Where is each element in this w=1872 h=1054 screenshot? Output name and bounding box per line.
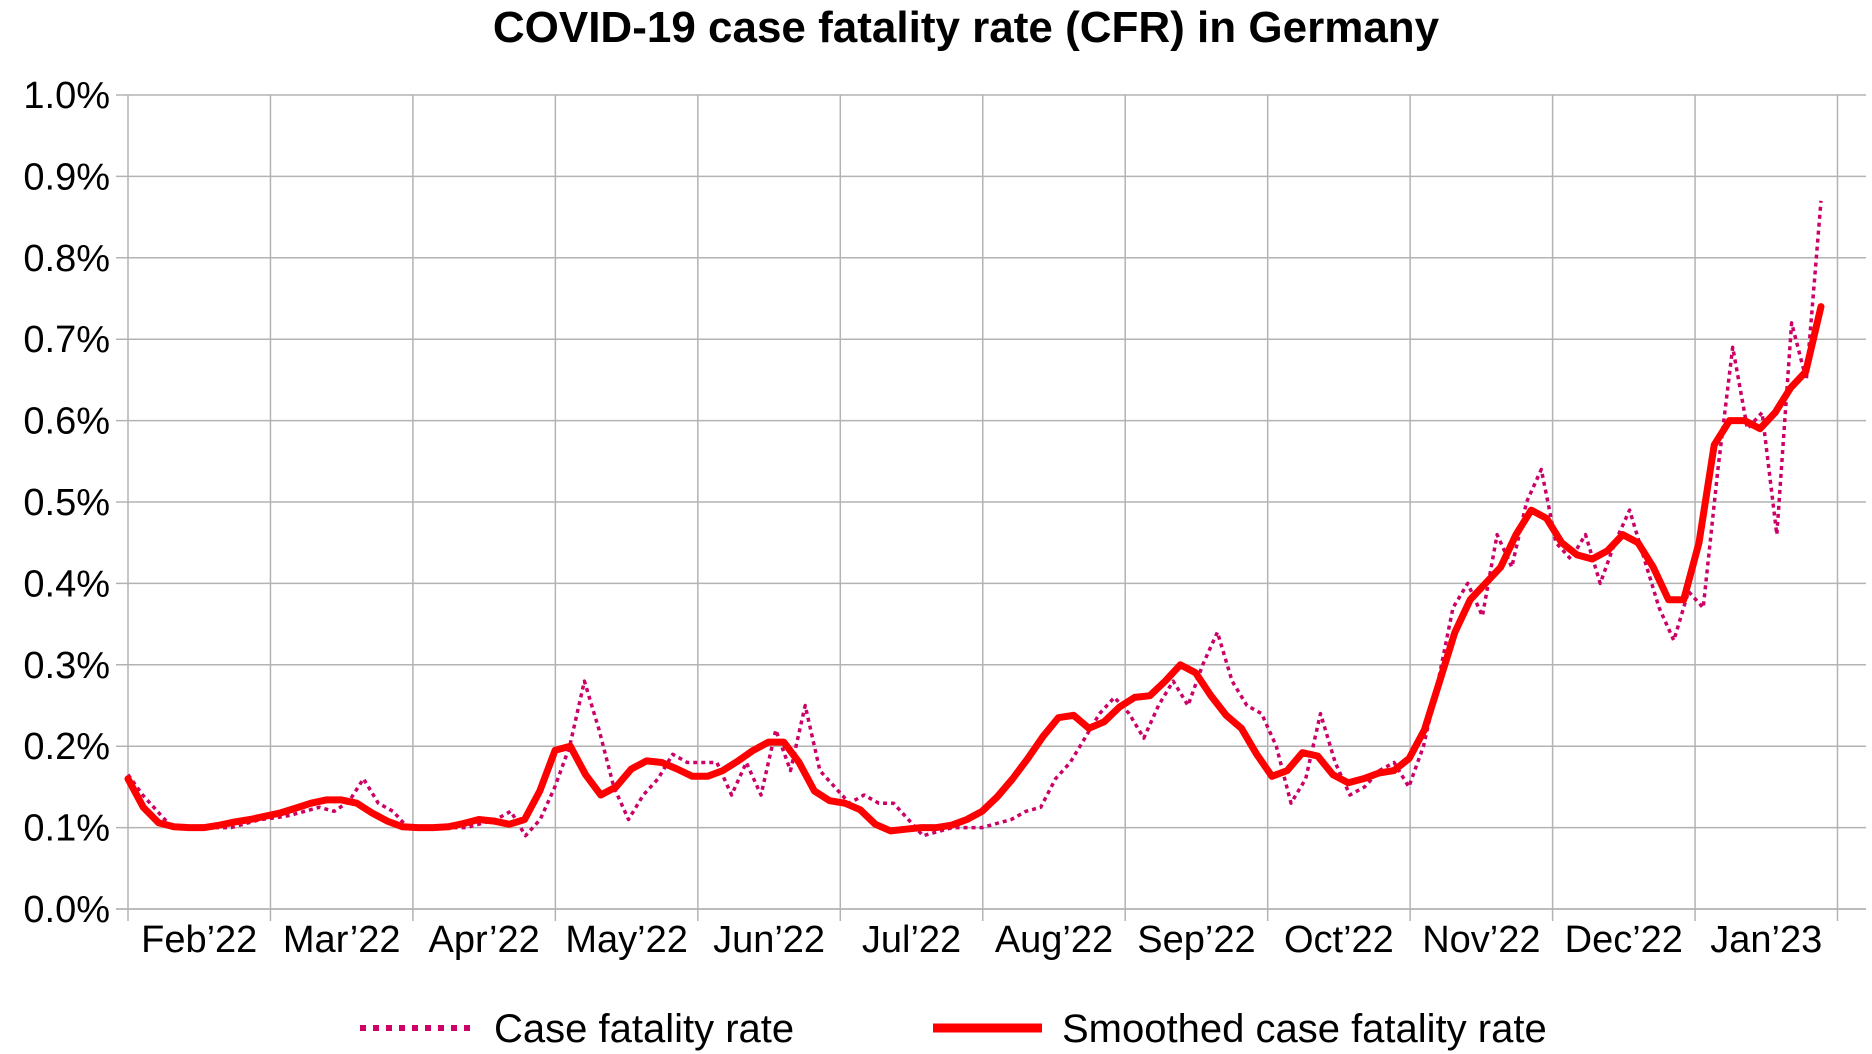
x-tick-label: Sep’22: [1137, 919, 1255, 961]
series-case-fatality-rate: [126, 200, 1823, 838]
plot-area: [124, 200, 1825, 838]
y-axis-ticks: 0.0% 0.1% 0.2% 0.3% 0.4% 0.5% 0.6% 0.7% 0.8% 0.9%…: [23, 75, 110, 931]
grid-lines: [116, 94, 1866, 921]
x-tick-label: May’22: [565, 919, 688, 961]
y-tick-label: 0.0%: [23, 889, 110, 931]
legend: Case fatality rate Smoothed case fatalit…: [360, 1007, 1547, 1051]
y-tick-label: 0.1%: [23, 808, 110, 850]
y-tick-label: 0.9%: [23, 156, 110, 198]
x-tick-label: Aug’22: [995, 919, 1113, 961]
series-smoothed-case-fatality-rate: [124, 303, 1825, 835]
chart-title: COVID-19 case fatality rate (CFR) in Ger…: [493, 3, 1440, 52]
x-tick-label: Feb’22: [141, 919, 257, 961]
x-tick-label: Jan’23: [1710, 919, 1822, 961]
x-tick-label: Mar’22: [283, 919, 401, 961]
x-tick-label: Oct’22: [1284, 919, 1394, 961]
x-tick-label: Jun’22: [713, 919, 825, 961]
y-tick-label: 0.8%: [23, 238, 110, 280]
x-tick-label: Jul’22: [862, 919, 961, 961]
y-tick-label: 0.4%: [23, 563, 110, 605]
x-axis-ticks: Feb’22 Mar’22 Apr’22 May’22 Jun’22 Jul’22 Aug’…: [141, 919, 1822, 961]
y-tick-label: 0.7%: [23, 319, 110, 361]
y-tick-label: 1.0%: [23, 75, 110, 117]
x-tick-label: Apr’22: [429, 919, 540, 961]
legend-label-case-fatality-rate: Case fatality rate: [494, 1007, 794, 1051]
y-tick-label: 0.5%: [23, 482, 110, 524]
x-tick-label: Dec’22: [1565, 919, 1683, 961]
x-tick-label: Nov’22: [1422, 919, 1540, 961]
y-tick-label: 0.6%: [23, 401, 110, 443]
legend-label-smoothed-case-fatality-rate: Smoothed case fatality rate: [1062, 1007, 1547, 1051]
y-tick-label: 0.3%: [23, 645, 110, 687]
y-tick-label: 0.2%: [23, 726, 110, 768]
